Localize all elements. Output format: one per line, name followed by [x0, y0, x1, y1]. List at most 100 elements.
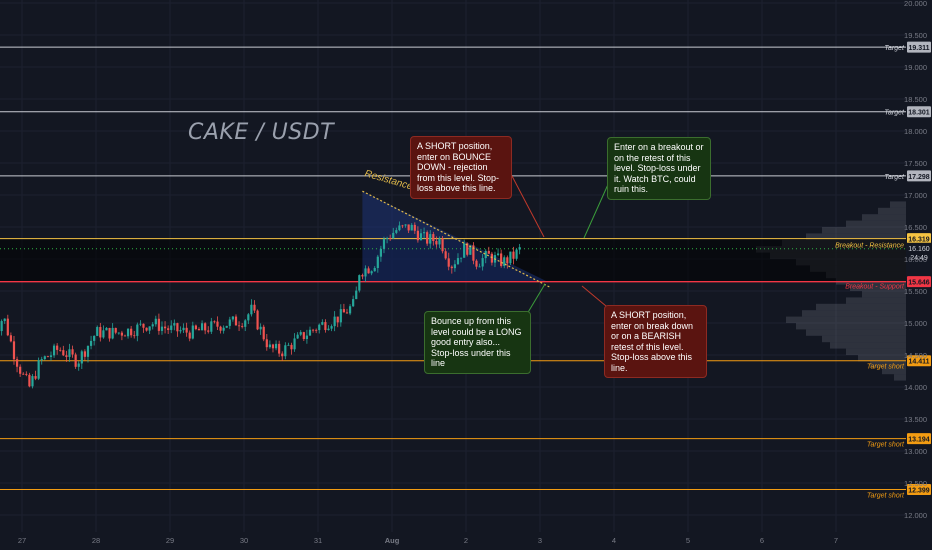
level-price-label: 16.319 [908, 237, 930, 244]
candle-body [435, 241, 438, 245]
candle-body [395, 230, 398, 233]
level-price-label: 18.301 [908, 110, 930, 117]
candle-body [512, 251, 515, 259]
candle-body [96, 327, 99, 336]
candle-body [130, 328, 133, 336]
candle-body [200, 323, 204, 331]
volume-profile-bar [802, 310, 906, 317]
candle-body [46, 356, 49, 358]
volume-profile-bar [890, 201, 906, 208]
candle-body [15, 359, 19, 367]
volume-profile-bar [882, 367, 906, 375]
x-tick-label: 31 [314, 536, 322, 545]
candle-body [475, 260, 478, 267]
candlestick-series [0, 221, 521, 389]
candle-body [3, 318, 6, 322]
candle-body [40, 359, 43, 361]
candle-body [213, 321, 216, 323]
candle-body [25, 373, 28, 375]
volume-profile-bar [862, 214, 906, 221]
y-tick-label: 19.500 [904, 31, 927, 40]
candle-body [225, 325, 228, 328]
candle-body [367, 268, 370, 274]
candle-body [197, 329, 201, 331]
candle-body [382, 238, 386, 249]
bounce-long-arrow [526, 283, 546, 315]
volume-profile-bar [786, 316, 906, 323]
volume-profile-bar [830, 342, 906, 349]
volume-profile-bar [816, 303, 906, 311]
candle-body [410, 224, 413, 231]
candle-body [142, 323, 145, 328]
candle-body [506, 257, 509, 264]
y-tick-label: 16.500 [904, 223, 927, 232]
resistance-line [362, 190, 552, 289]
candle-body [173, 323, 176, 326]
candle-body [253, 304, 256, 311]
candle-body [373, 268, 376, 272]
candle-body [299, 332, 302, 335]
axes: 20.000 19.500 19.000 18.500 18.000 17.500 17.0… [18, 0, 927, 545]
candle-body [413, 224, 416, 231]
price-levels: 19.311Target18.301Target17.298Target16.3… [0, 41, 931, 499]
level-price-tag [907, 355, 931, 367]
candle-body [389, 238, 392, 239]
candle-body [293, 338, 296, 350]
candle-body [358, 275, 361, 291]
candle-body [456, 258, 460, 265]
level-price-label: 13.194 [908, 437, 930, 444]
candle-body [392, 232, 395, 239]
y-tick-label: 18.000 [904, 127, 927, 136]
candle-body [37, 360, 40, 379]
y-tick-label: 15.000 [904, 319, 927, 328]
volume-profile-bar [862, 291, 906, 298]
candle-body [308, 329, 312, 336]
candle-body [151, 324, 154, 327]
candle-body [342, 309, 345, 313]
candle-body [114, 327, 117, 333]
candle-body [268, 344, 271, 348]
candle-body [237, 325, 241, 327]
volume-profile-bar [870, 361, 906, 368]
y-tick-label: 15.500 [904, 287, 927, 296]
y-tick-label: 12.500 [904, 479, 927, 488]
candle-body [9, 335, 12, 342]
candle-body [305, 335, 308, 340]
candle-body [111, 327, 114, 339]
candle-body [86, 345, 90, 357]
candle-body [204, 323, 207, 331]
candle-body [481, 258, 484, 267]
current-price-label: 16.160 [908, 246, 930, 253]
candle-body [262, 326, 265, 340]
candle-body [472, 245, 475, 261]
candle-body [441, 238, 444, 252]
candle-body [459, 257, 463, 259]
candle-body [247, 314, 250, 321]
x-tick-label: 5 [686, 536, 690, 545]
candle-body [139, 323, 142, 325]
short-breakdown-note: A SHORT position, enter on break down or… [604, 305, 707, 378]
y-tick-label: 16.000 [904, 255, 927, 264]
candle-body [487, 250, 490, 254]
level-price-tag [907, 106, 931, 118]
candle-body [330, 326, 333, 329]
candle-body [385, 238, 389, 239]
candle-body [278, 343, 281, 354]
candle-body [154, 318, 157, 325]
candle-body [133, 335, 136, 337]
candle-body [398, 225, 401, 231]
x-tick-label: 29 [166, 536, 174, 545]
volume-profile-bar [878, 207, 906, 215]
breakout-long-note: Enter on a breakout or on the retest of … [607, 137, 711, 200]
candle-body [422, 232, 426, 234]
volume-profile-bar [822, 227, 906, 234]
candle-body [71, 349, 74, 355]
candle-body [43, 356, 46, 360]
candle-body [515, 249, 518, 259]
candle-body [370, 271, 373, 274]
volume-profile-bar [858, 355, 906, 362]
candle-body [290, 344, 293, 350]
candle-body [108, 327, 111, 339]
candle-body [401, 225, 404, 227]
